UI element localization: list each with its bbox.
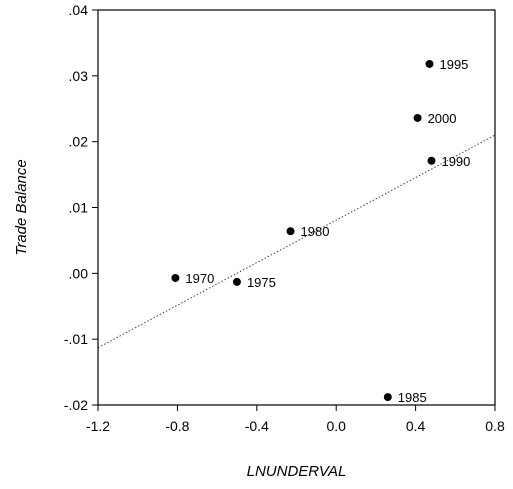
x-tick-label: 0.8: [485, 418, 505, 434]
point-label-1985: 1985: [398, 390, 427, 405]
x-tick-label: 0.0: [326, 418, 346, 434]
y-tick-label: .02: [69, 134, 89, 150]
data-point-1995: [425, 59, 434, 68]
x-tick-label: -0.8: [165, 418, 189, 434]
data-point-2000: [413, 113, 422, 122]
x-tick-label: -0.4: [245, 418, 269, 434]
y-tick-label: .03: [69, 68, 89, 84]
x-axis-title: LNUNDERVAL: [247, 463, 347, 480]
data-point-1980: [286, 227, 295, 236]
point-label-1995: 1995: [439, 57, 468, 72]
point-label-1970: 1970: [185, 271, 214, 286]
data-points: 1970 1975 1980 1985 1990 1995 2000: [171, 57, 470, 405]
y-axis-title: Trade Balance: [13, 159, 30, 255]
data-point-1970: [171, 273, 180, 282]
y-tick-label: .00: [69, 265, 89, 281]
y-tick-label: -.02: [64, 397, 88, 413]
point-label-2000: 2000: [428, 111, 457, 126]
plot-frame: [97, 9, 496, 406]
y-tick-label: -.01: [64, 331, 88, 347]
point-label-1975: 1975: [247, 275, 276, 290]
y-tick-label: .01: [69, 200, 89, 216]
fit-line: [97, 134, 496, 349]
y-axis-ticks: -.02 -.01 .00 .01 .02 .03 .04: [64, 2, 98, 413]
point-label-1980: 1980: [301, 224, 330, 239]
x-tick-label: 0.4: [406, 418, 426, 434]
point-label-1990: 1990: [441, 154, 470, 169]
y-tick-label: .04: [69, 2, 89, 18]
x-axis-ticks: -1.2 -0.8 -0.4 0.0 0.4 0.8: [86, 405, 505, 434]
data-point-1985: [383, 393, 392, 402]
data-point-1975: [232, 277, 241, 286]
data-point-1990: [427, 156, 436, 165]
x-tick-label: -1.2: [86, 418, 110, 434]
